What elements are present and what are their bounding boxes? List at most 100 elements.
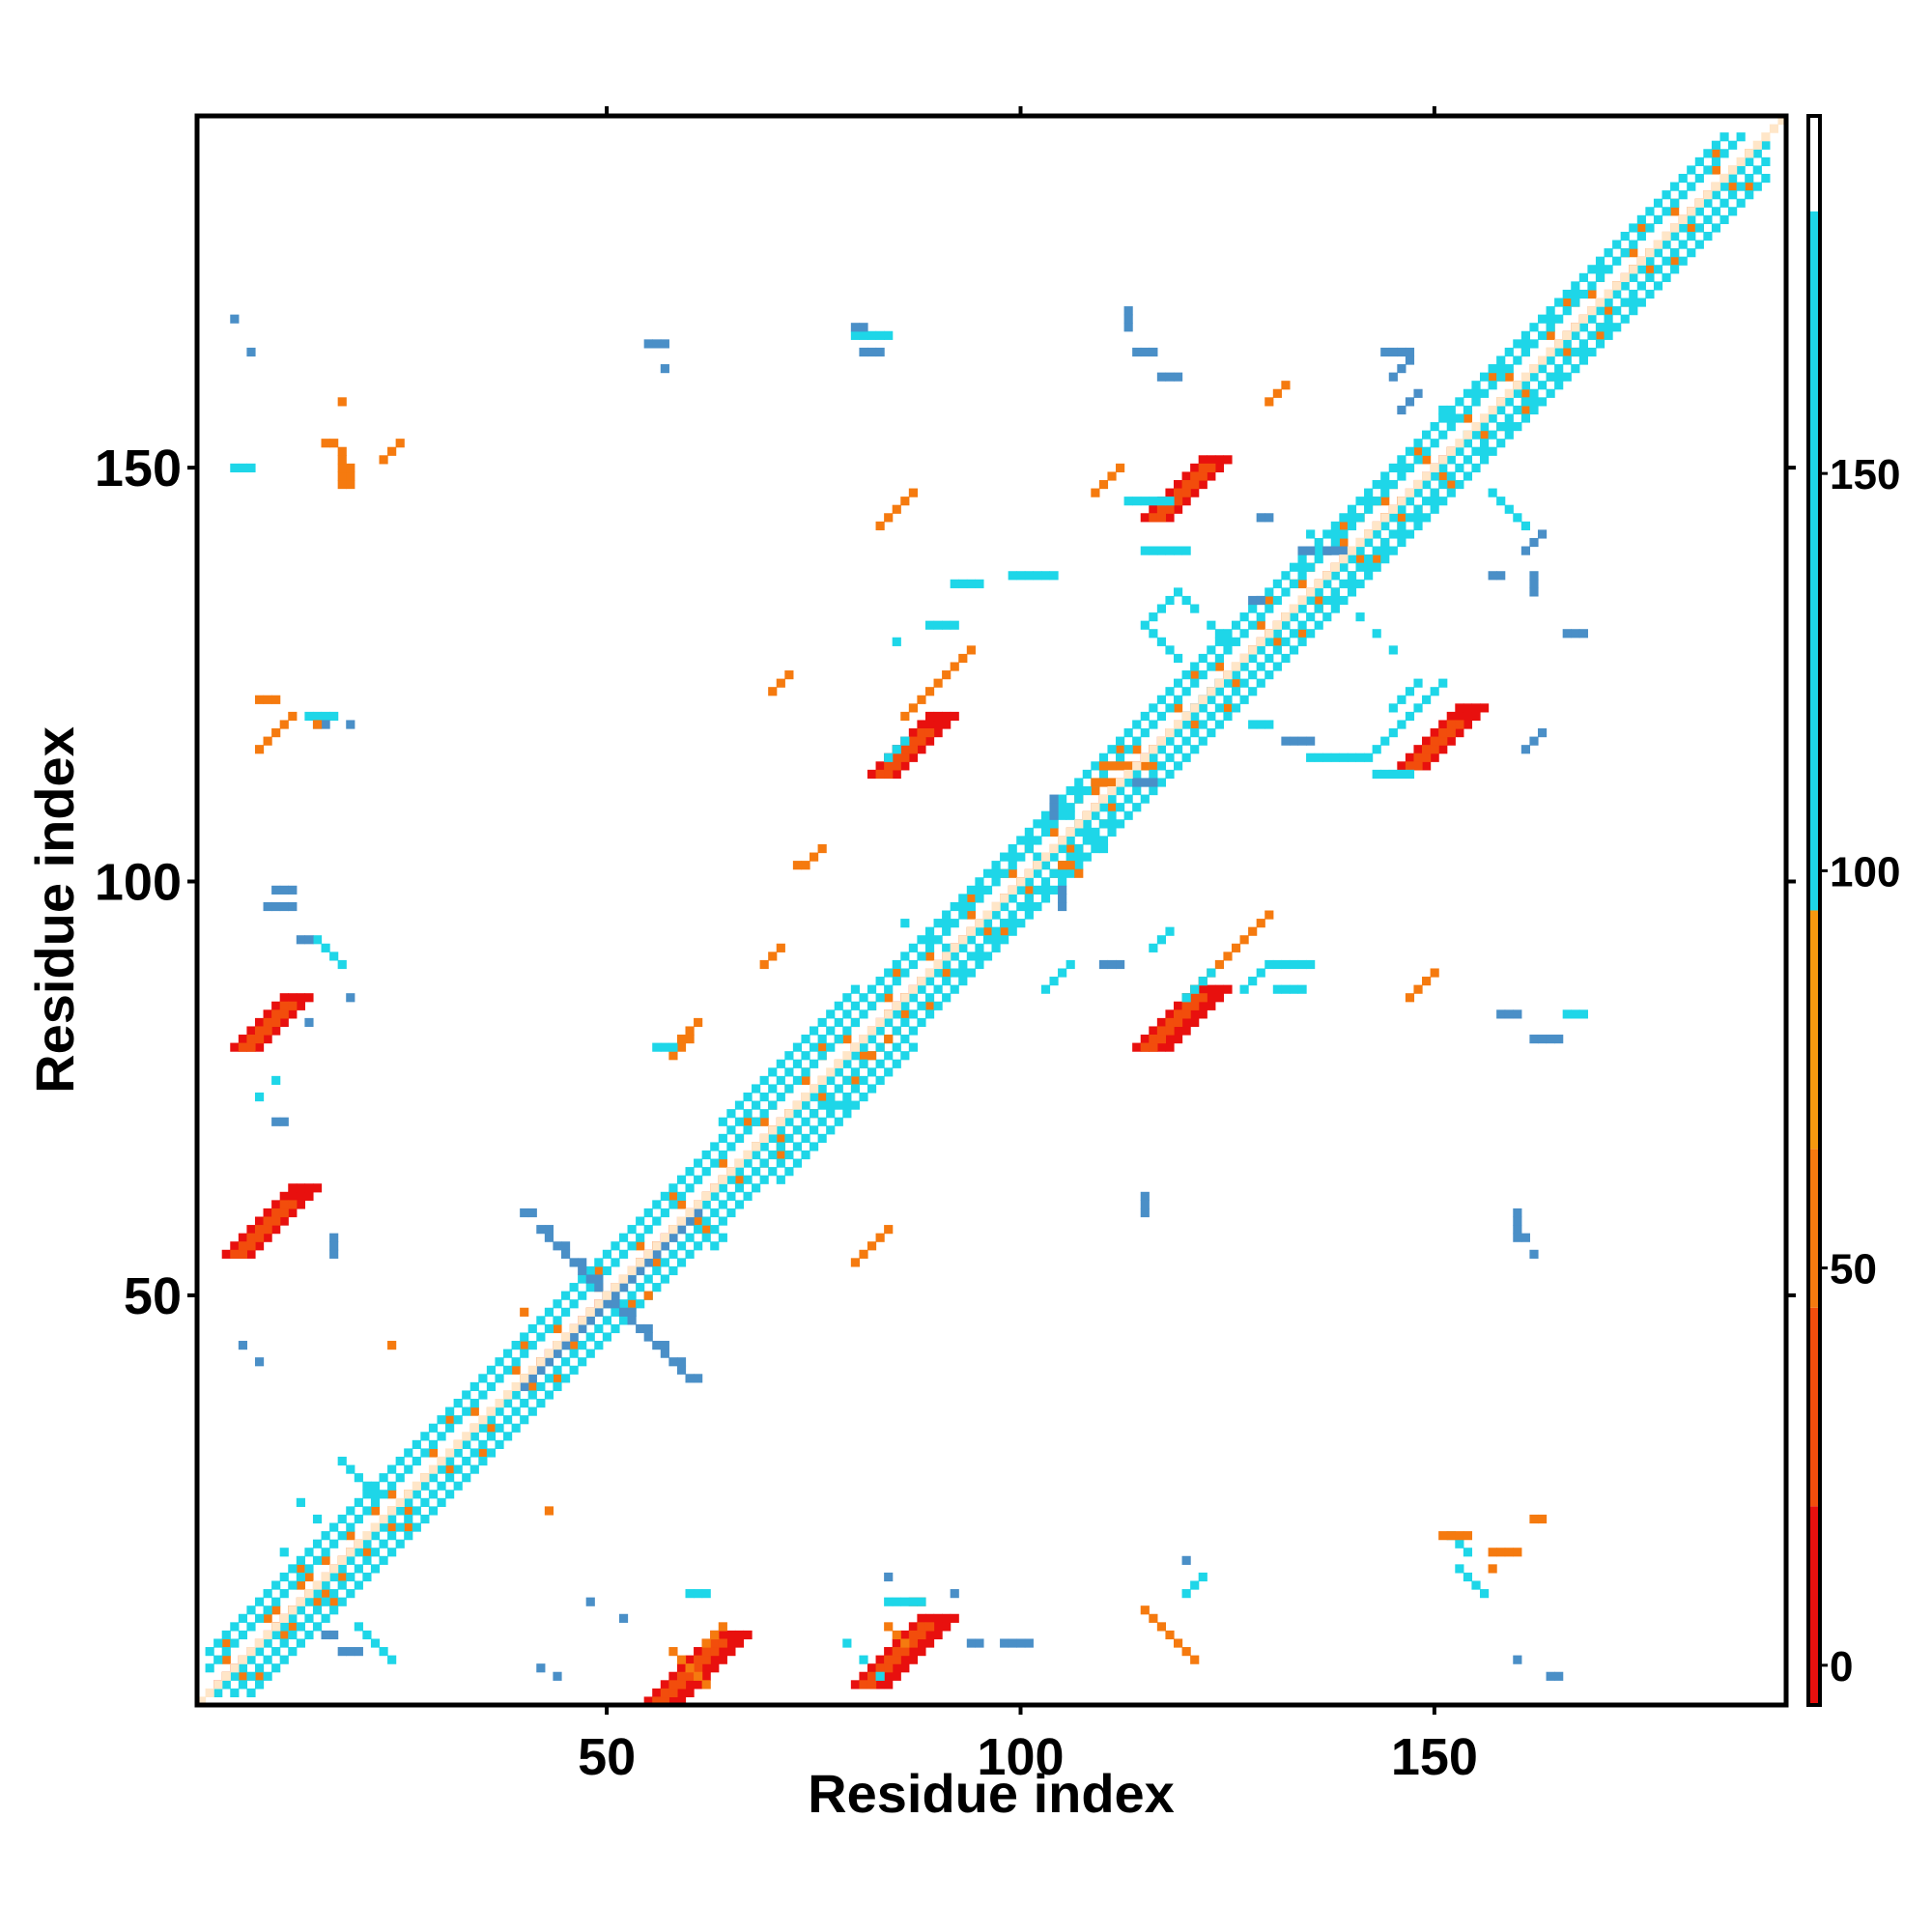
heatmap-diagonal-cell — [643, 1249, 653, 1259]
heatmap-cell — [1562, 298, 1572, 307]
heatmap-cell — [346, 1555, 355, 1565]
heatmap-cell — [908, 1026, 918, 1036]
heatmap-cell — [346, 1531, 355, 1541]
heatmap-cell — [1008, 894, 1017, 903]
heatmap-cell — [1653, 214, 1663, 224]
heatmap-cell — [859, 323, 868, 332]
heatmap-cell — [1033, 901, 1042, 912]
heatmap-cell — [1272, 984, 1282, 994]
heatmap-cell — [1761, 173, 1771, 184]
heatmap-cell — [462, 1390, 471, 1400]
heatmap-cell — [230, 1638, 240, 1648]
heatmap-cell — [850, 1100, 861, 1110]
heatmap-cell — [329, 1522, 339, 1532]
heatmap-diagonal-cell — [387, 1506, 397, 1516]
heatmap-cell — [246, 1233, 256, 1242]
heatmap-cell — [1413, 703, 1423, 713]
heatmap-cell — [1207, 984, 1216, 994]
heatmap-cell — [1413, 513, 1423, 523]
heatmap-cell — [354, 1548, 363, 1557]
heatmap-cell — [1181, 497, 1191, 506]
heatmap-cell — [362, 1555, 372, 1565]
heatmap-cell — [544, 1374, 554, 1383]
heatmap-cell — [1413, 488, 1423, 497]
heatmap-cell — [321, 943, 330, 952]
heatmap-cell — [1082, 769, 1092, 780]
heatmap-cell — [520, 1398, 529, 1408]
heatmap-cell — [1537, 1514, 1548, 1524]
heatmap-cell — [1173, 587, 1183, 597]
heatmap-cell — [279, 1017, 289, 1028]
heatmap-cell — [337, 1456, 347, 1466]
heatmap-cell — [875, 1026, 885, 1036]
heatmap-cell — [254, 1017, 265, 1028]
heatmap-cell — [1306, 959, 1316, 970]
heatmap-cell — [652, 1258, 662, 1267]
heatmap-cell — [1388, 529, 1398, 539]
heatmap-cell — [933, 1613, 943, 1623]
heatmap-cell — [867, 769, 877, 780]
heatmap-diagonal-cell — [1438, 455, 1448, 465]
heatmap-cell — [1132, 785, 1142, 796]
heatmap-cell — [1488, 381, 1497, 390]
heatmap-cell — [924, 1630, 935, 1640]
heatmap-cell — [718, 1655, 727, 1664]
heatmap-diagonal-cell — [1123, 769, 1133, 780]
heatmap-cell — [743, 1117, 753, 1126]
heatmap-cell — [668, 1265, 678, 1276]
heatmap-cell — [1231, 703, 1241, 713]
heatmap-cell — [462, 1456, 471, 1466]
heatmap-cell — [1098, 843, 1109, 854]
heatmap-diagonal-cell — [1008, 885, 1017, 895]
heatmap-cell — [1438, 1531, 1448, 1541]
heatmap-cell — [1488, 446, 1497, 456]
heatmap-diagonal-cell — [1546, 347, 1555, 357]
heatmap-cell — [850, 1001, 861, 1010]
heatmap-cell — [1479, 455, 1490, 465]
heatmap-cell — [1156, 1042, 1167, 1052]
heatmap-cell — [1330, 571, 1340, 581]
heatmap-cell — [1438, 678, 1448, 688]
heatmap-cell — [1198, 1009, 1208, 1019]
heatmap-cell — [1214, 455, 1224, 465]
heatmap-cell — [917, 1622, 926, 1632]
heatmap-cell — [346, 463, 355, 473]
heatmap-cell — [288, 1208, 298, 1218]
heatmap-cell — [892, 977, 901, 986]
heatmap-cell — [908, 959, 918, 970]
heatmap-cell — [230, 1671, 240, 1681]
heatmap-diagonal-cell — [1272, 620, 1282, 630]
heatmap-cell — [892, 1655, 901, 1664]
colorbar-band — [1808, 211, 1820, 911]
heatmap-cell — [544, 1323, 554, 1334]
heatmap-diagonal-cell — [1562, 330, 1572, 340]
heatmap-cell — [643, 1332, 653, 1342]
heatmap-cell — [329, 1249, 339, 1259]
heatmap-cell — [478, 1456, 488, 1466]
heatmap-cell — [288, 1191, 298, 1201]
heatmap-cell — [1239, 695, 1249, 704]
heatmap-cell — [1620, 298, 1630, 307]
heatmap-cell — [842, 1035, 852, 1044]
heatmap-cell — [354, 1497, 363, 1507]
heatmap-cell — [1397, 720, 1406, 729]
heatmap-diagonal-cell — [743, 1150, 753, 1160]
heatmap-cell — [924, 1009, 935, 1019]
heatmap-cell — [1388, 479, 1398, 490]
heatmap-diagonal-cell — [1239, 653, 1249, 664]
heatmap-cell — [304, 1017, 314, 1028]
heatmap-cell — [1008, 1638, 1017, 1648]
heatmap-cell — [1033, 852, 1042, 862]
heatmap-cell — [1413, 439, 1423, 448]
heatmap-cell — [1520, 347, 1530, 357]
heatmap-cell — [1380, 769, 1390, 780]
heatmap-cell — [718, 1200, 727, 1209]
heatmap-cells — [197, 116, 1787, 1706]
heatmap-cell — [1463, 405, 1473, 415]
heatmap-cell — [875, 1663, 885, 1673]
heatmap-cell — [329, 1539, 339, 1548]
heatmap-cell — [329, 1597, 339, 1606]
heatmap-cell — [1033, 885, 1042, 895]
heatmap-cell — [734, 1175, 745, 1184]
heatmap-cell — [1529, 1514, 1539, 1524]
